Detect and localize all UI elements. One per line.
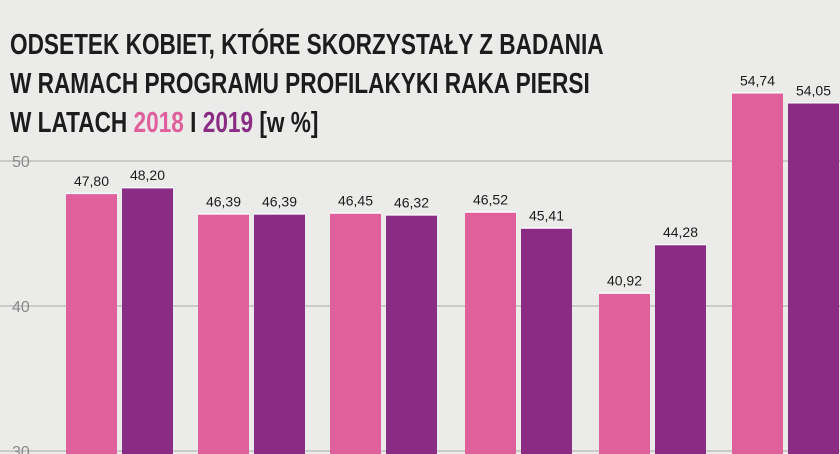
y-tick-label: 30 xyxy=(12,444,30,454)
value-label-2019-1: 48,20 xyxy=(130,167,165,183)
value-label-2018-2: 46,39 xyxy=(206,193,241,209)
value-label-2019-5: 44,28 xyxy=(663,224,698,240)
value-label-2018-5: 40,92 xyxy=(607,273,642,289)
bar-2018-1 xyxy=(66,192,117,454)
bar-2019-3 xyxy=(386,214,437,454)
title-line-3: W LATACH 2018 I 2019 [w %] xyxy=(10,104,657,143)
value-label-2018-6: 54,74 xyxy=(740,72,775,88)
value-label-2019-2: 46,39 xyxy=(262,193,297,209)
bar-2019-6 xyxy=(788,102,839,454)
title-line-2: W RAMACH PROGRAMU PROFILAKYKI RAKA PIERS… xyxy=(10,68,590,100)
bar-2018-3 xyxy=(330,212,381,454)
bar-2019-4 xyxy=(521,227,572,454)
title-year-2019: 2019 xyxy=(202,107,254,139)
y-tick-label: 50 xyxy=(12,154,30,171)
title-year-2018: 2018 xyxy=(133,107,184,139)
value-label-2018-3: 46,45 xyxy=(338,192,373,208)
title-line-1: ODSETEK KOBIET, KTÓRE SKORZYSTAŁY Z BADA… xyxy=(10,29,604,61)
bar-2019-5 xyxy=(655,243,706,454)
value-label-2019-3: 46,32 xyxy=(394,194,429,210)
chart-title: ODSETEK KOBIET, KTÓRE SKORZYSTAŁY Z BADA… xyxy=(10,26,657,143)
bar-2018-4 xyxy=(465,211,516,454)
bar-2019-1 xyxy=(122,187,173,454)
y-tick-label: 40 xyxy=(12,299,30,316)
title-unit: [w %] xyxy=(259,107,319,139)
value-label-2018-1: 47,80 xyxy=(74,173,109,189)
value-label-2018-4: 46,52 xyxy=(473,191,508,207)
y-axis-ticks: 30 40 50 xyxy=(12,154,30,454)
value-labels: 47,80 46,39 46,45 46,52 40,92 54,74 48,20 46,39… xyxy=(74,72,831,288)
bar-2018-6 xyxy=(732,92,783,454)
title-prefix: W LATACH xyxy=(10,107,128,139)
value-label-2019-4: 45,41 xyxy=(529,208,564,224)
bars xyxy=(66,92,839,454)
bar-2018-2 xyxy=(198,213,249,454)
title-conjunction: I xyxy=(190,107,197,139)
value-label-2019-6: 54,05 xyxy=(796,82,831,98)
bar-2018-5 xyxy=(599,292,650,454)
bar-2019-2 xyxy=(254,213,305,454)
